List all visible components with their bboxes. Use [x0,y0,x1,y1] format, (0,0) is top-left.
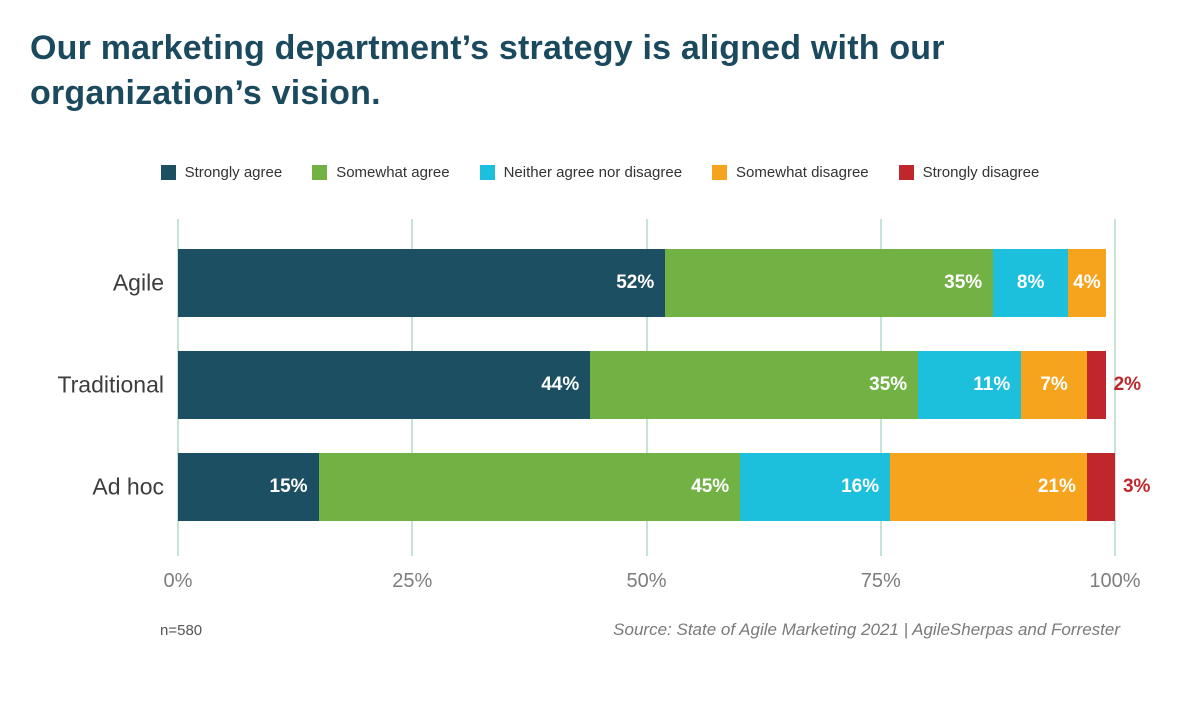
bar-row: Agile 52% 35% 8% 4% [113,248,1115,317]
bar-segment: 35% [590,350,919,419]
segment-label: 4% [1073,271,1101,293]
legend-item: Strongly disagree [898,163,1040,181]
segment-label: 11% [973,373,1011,395]
bar-row: Ad hoc 15% 45% 16% 21% 3% [92,452,1150,521]
segment-label: 44% [541,373,580,395]
outside-segment-label: 3% [1122,475,1151,497]
segment-label: 52% [616,271,655,293]
bar-segment: 4% [1068,248,1106,317]
legend-item: Strongly agree [160,163,283,181]
bar-segment: 35% [665,248,994,317]
segment-label: 35% [869,373,908,395]
x-tick-label: 0% [163,569,193,592]
segment-label: 7% [1040,373,1068,395]
gridline [1114,218,1116,556]
outside-segment-label: 2% [1113,373,1142,395]
bar-segment: 45% [318,452,741,521]
x-axis: 0% 25% 50% 75% 100% [164,556,1141,592]
legend-swatch-icon [712,164,728,180]
chart-title: Our marketing department’s strategy is a… [30,29,945,112]
sample-size-note: n=580 [160,621,203,639]
bar-segment: 8% [993,248,1069,317]
bar-rows: Agile 52% 35% 8% 4% Traditional 44% 35% 11% 7% 2% A… [57,248,1150,555]
legend-item: Somewhat agree [312,163,450,181]
category-label: Traditional [57,371,164,398]
bar-segment: 44% [178,350,591,419]
x-tick-label: 75% [860,569,901,592]
x-tick-label: 25% [392,569,433,592]
category-label: Ad hoc [92,473,164,500]
segment-label: 45% [691,475,730,497]
bar-segment: 16% [740,452,891,521]
bar-segment: 7% [1021,350,1087,419]
legend-item: Somewhat disagree [712,164,869,181]
x-tick-label: 50% [626,569,667,592]
stacked-bar: 52% 35% 8% 4% [178,248,1115,317]
category-label: Agile [112,269,164,296]
bar-segment [1086,452,1115,521]
legend-swatch-icon [312,164,328,180]
stacked-bar: 44% 35% 11% 7% 2% [178,350,1141,419]
x-tick-label: 100% [1089,569,1141,592]
survey-chart-page: Our marketing department’s strategy is a… [0,26,1200,710]
segment-label: 16% [841,475,880,497]
legend-label: Strongly disagree [922,163,1040,181]
legend-label: Somewhat agree [336,163,450,181]
legend-swatch-icon [479,164,495,180]
segment-label: 21% [1037,475,1076,497]
footer: n=580 Source: State of Agile Marketing 2… [160,620,1120,640]
segment-label: 15% [269,475,308,497]
legend-swatch-icon [898,164,914,180]
bar-segment: 52% [178,248,666,317]
source-note: Source: State of Agile Marketing 2021 | … [613,619,1120,639]
bar-segment [1086,350,1106,419]
segment-label: 35% [944,271,983,293]
segment-label: 8% [1016,271,1045,293]
bar-segment: 15% [178,452,319,521]
stacked-bar: 15% 45% 16% 21% 3% [178,452,1150,521]
legend-item: Neither agree nor disagree [479,163,683,181]
legend-label: Neither agree nor disagree [503,163,683,181]
bar-row: Traditional 44% 35% 11% 7% 2% [57,350,1141,419]
legend-label: Somewhat disagree [736,163,869,181]
legend-swatch-icon [160,164,176,180]
plot-area: Agile 52% 35% 8% 4% Traditional 44% 35% 11% 7% 2% A… [57,218,1150,556]
legend: Strongly agree Somewhat agree Neither agre… [0,164,1200,181]
legend-label: Strongly agree [184,163,283,181]
bar-segment: 21% [890,452,1087,521]
bar-segment: 11% [918,350,1022,419]
